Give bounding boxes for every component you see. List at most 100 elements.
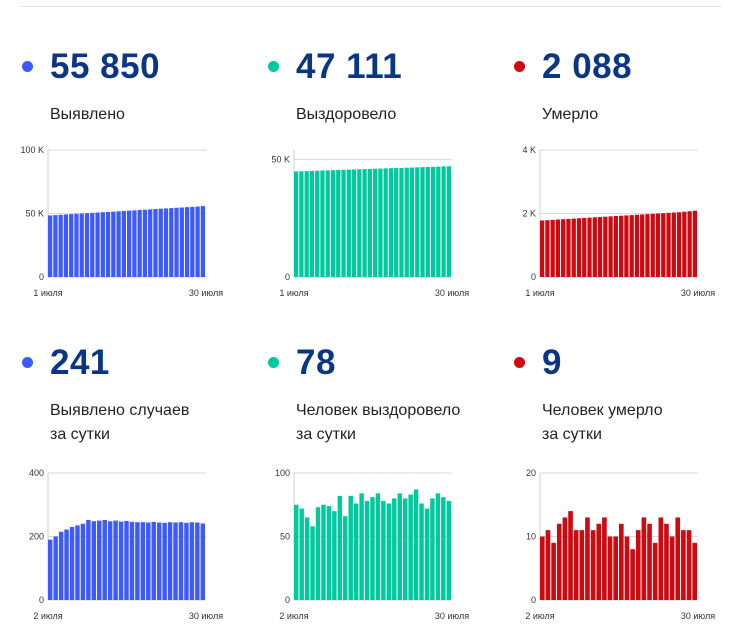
bar [413,489,419,600]
bar [386,503,392,600]
bar [309,170,315,277]
x-tick-label-start: 2 июля [33,611,62,621]
bar [545,220,550,277]
bar [381,500,386,600]
bar [351,169,357,277]
bar [169,208,174,277]
bar [645,214,650,277]
y-tick-label: 0 [39,272,44,282]
bullet-dot-icon [268,357,279,368]
bar [100,212,105,277]
bar [348,495,353,600]
bar-chart: 0 200 400 2 июля 30 июля [29,468,223,621]
bar [608,216,613,277]
bar [95,212,100,277]
bar [635,530,641,600]
bar [579,530,585,600]
stat-value: 2 088 [542,47,633,86]
card-detected-total: 55 850 Выявлено 0 50 K 100 K 1 июля 30 июля [20,47,252,347]
y-tick-label: 0 [39,595,44,605]
bar [326,506,332,600]
bar [111,211,116,277]
bar [346,169,351,277]
bar [336,169,341,277]
bullet-dot-icon [22,357,33,368]
card-deaths-daily: 9 Человек умерло за сутки 0 10 20 2 июля 30 … [514,343,741,643]
x-tick-label-start: 1 июля [279,288,308,298]
x-tick-label-end: 30 июля [189,611,223,621]
bar [652,542,658,600]
x-tick-label-start: 2 июля [525,611,554,621]
bar [446,500,451,600]
x-tick-label-end: 30 июля [435,611,469,621]
bar [602,517,607,600]
bar [404,167,409,277]
bar [200,523,205,600]
bar [86,519,91,600]
bar [419,503,424,600]
bar [178,522,184,600]
y-tick-label: 200 [29,532,44,542]
bar [561,219,566,277]
bar [671,212,676,277]
bar [613,536,618,600]
top-divider [20,6,722,7]
stat-header: 9 [514,343,741,383]
stat-label-line1: Выздоровело [296,106,397,123]
bar [189,522,195,600]
bar [142,209,148,277]
bar [551,542,556,600]
y-tick-label: 0 [285,272,290,282]
bar [409,167,415,277]
bar-chart: 0 2 K 4 K 1 июля 30 июля [522,145,715,298]
x-tick-label-start: 2 июля [279,611,308,621]
card-recovered-daily: 78 Человек выздоровело за сутки 0 50 100 2 … [268,343,498,643]
bar [116,211,121,277]
bar [304,171,309,277]
bar [675,517,681,600]
bar [587,217,592,277]
bar [692,210,697,277]
bar [378,168,383,277]
bar [304,517,310,600]
stat-label-line1: Умерло [542,106,599,123]
y-tick-label: 100 K [20,145,44,155]
bar [681,530,686,600]
stat-label: Выявлено случаев за сутки [50,399,189,447]
bar [436,166,441,277]
bar [173,522,178,600]
bar [174,207,179,277]
bar [294,504,299,600]
bar [53,536,58,600]
bar [661,213,666,277]
bar [148,209,153,277]
bar [105,211,111,277]
bar [629,215,634,277]
bar [566,218,571,277]
bar [140,522,146,600]
bar [315,170,320,277]
bar [607,536,613,600]
bar [299,171,304,277]
bar [124,520,129,600]
bar-chart: 0 50 100 2 июля 30 июля [275,468,469,621]
bar [430,166,436,277]
bar [388,168,394,277]
bar [399,167,404,277]
stat-header: 241 [22,343,252,383]
bar [540,220,545,277]
x-tick-label-start: 1 июля [33,288,62,298]
bar [63,214,69,277]
x-tick-label-end: 30 июля [189,288,223,298]
stat-value: 55 850 [50,47,161,86]
bar [640,214,645,277]
bar [353,503,359,600]
bar [619,523,624,600]
bar [597,216,603,277]
bar [367,168,372,277]
stat-label-line2: за сутки [50,426,110,443]
bullet-dot-icon [22,61,33,72]
bar [370,497,375,600]
stat-label: Выявлено [50,103,125,127]
stat-label: Умерло [542,103,598,127]
